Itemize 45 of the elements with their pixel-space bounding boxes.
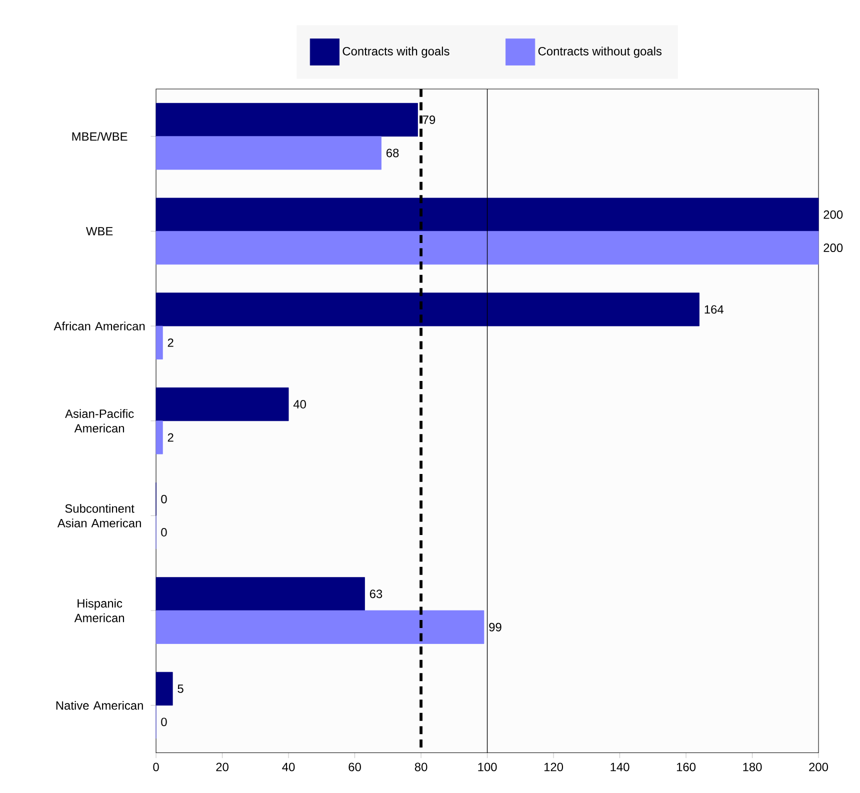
data-label: 99 xyxy=(489,623,502,632)
y-tick-label: African American xyxy=(54,322,145,331)
x-tick-label: 60 xyxy=(348,762,361,772)
x-tick-label: 100 xyxy=(478,762,497,772)
legend-label: Contracts without goals xyxy=(538,46,662,58)
bar xyxy=(156,231,819,265)
y-tick-label: Asian-Pacific American xyxy=(65,409,134,433)
x-tick-label: 180 xyxy=(743,762,762,772)
x-tick-label: 80 xyxy=(414,762,428,772)
data-label: 68 xyxy=(386,148,399,158)
x-tick-label: 20 xyxy=(216,762,228,772)
data-label: 0 xyxy=(161,528,167,537)
legend-label: Contracts with goals xyxy=(342,46,450,58)
data-label: 200 xyxy=(824,210,843,220)
data-label: 0 xyxy=(161,718,167,726)
bar xyxy=(156,420,163,454)
x-tick-label: 140 xyxy=(610,762,630,772)
bar xyxy=(156,136,382,170)
data-label: 5 xyxy=(178,684,184,694)
y-tick-label: Native American xyxy=(56,701,143,710)
bar xyxy=(156,198,819,232)
bar xyxy=(156,326,163,360)
bar xyxy=(156,388,289,422)
bar xyxy=(156,672,173,706)
data-label: 63 xyxy=(370,590,382,598)
y-tick-label: Subcontinent Asian American xyxy=(57,504,141,528)
bar xyxy=(156,610,484,644)
x-tick-label: 40 xyxy=(282,762,295,772)
x-tick-label: 160 xyxy=(676,762,696,772)
bar xyxy=(156,577,365,611)
y-tick-label: WBE xyxy=(86,227,113,236)
x-tick-label: 200 xyxy=(809,762,828,772)
bar xyxy=(156,292,700,326)
bar xyxy=(156,103,418,137)
data-label: 40 xyxy=(293,400,306,409)
data-label: 79 xyxy=(422,116,436,124)
y-tick-label: Hispanic American xyxy=(74,599,124,622)
data-label: 2 xyxy=(168,433,174,442)
data-label: 2 xyxy=(168,338,174,347)
x-tick-label: 120 xyxy=(544,762,564,772)
data-label: 200 xyxy=(824,244,843,252)
data-label: 0 xyxy=(161,495,167,504)
data-label: 164 xyxy=(704,305,724,314)
y-tick-label: MBE/WBE xyxy=(72,132,128,141)
x-tick-label: 0 xyxy=(153,762,159,772)
